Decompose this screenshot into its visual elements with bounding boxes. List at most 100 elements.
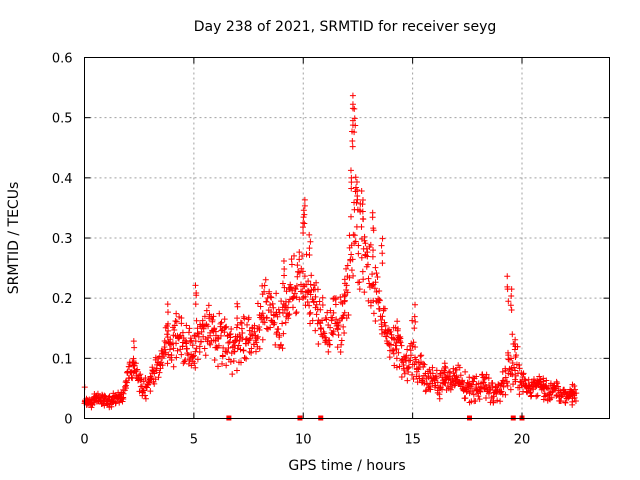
data-point bbox=[209, 318, 216, 325]
data-point bbox=[187, 335, 194, 342]
data-point bbox=[410, 339, 417, 346]
data-point bbox=[137, 371, 144, 378]
data-point bbox=[413, 356, 420, 363]
x-tick-label: 15 bbox=[404, 433, 421, 448]
data-point bbox=[355, 242, 362, 249]
data-point bbox=[379, 313, 386, 320]
data-point bbox=[390, 350, 397, 357]
data-point bbox=[193, 292, 200, 299]
data-point bbox=[313, 311, 320, 318]
data-point bbox=[183, 322, 190, 329]
data-point bbox=[548, 394, 555, 401]
data-point bbox=[309, 317, 316, 324]
data-point bbox=[512, 336, 519, 343]
data-point bbox=[324, 309, 331, 316]
chart-title: Day 238 of 2021, SRMTID for receiver sey… bbox=[194, 19, 497, 35]
data-point bbox=[231, 348, 238, 355]
data-point bbox=[541, 390, 548, 397]
data-point bbox=[307, 320, 314, 327]
data-point bbox=[530, 376, 537, 383]
data-point bbox=[272, 341, 279, 348]
data-point bbox=[273, 290, 280, 297]
data-point bbox=[165, 320, 172, 327]
data-point bbox=[182, 337, 189, 344]
data-point bbox=[361, 289, 368, 296]
data-point bbox=[164, 309, 171, 316]
data-point bbox=[382, 322, 389, 329]
data-point bbox=[573, 390, 580, 397]
data-point bbox=[394, 336, 401, 343]
data-point bbox=[273, 329, 280, 336]
data-point bbox=[457, 372, 464, 379]
data-point bbox=[294, 273, 301, 280]
data-point bbox=[308, 272, 315, 279]
data-point bbox=[289, 304, 296, 311]
data-point bbox=[348, 185, 355, 192]
data-point bbox=[256, 345, 263, 352]
data-point bbox=[304, 287, 311, 294]
data-point bbox=[233, 337, 240, 344]
data-point bbox=[267, 301, 274, 308]
data-point bbox=[233, 324, 240, 331]
data-point bbox=[300, 207, 307, 214]
data-point bbox=[334, 326, 341, 333]
data-point bbox=[164, 331, 171, 338]
data-point bbox=[347, 213, 354, 220]
data-point bbox=[458, 378, 465, 385]
data-point bbox=[411, 361, 418, 368]
data-point bbox=[221, 316, 228, 323]
data-point bbox=[549, 389, 556, 396]
data-point bbox=[507, 302, 514, 309]
data-point bbox=[572, 398, 579, 405]
data-point bbox=[307, 238, 314, 245]
data-point bbox=[359, 215, 366, 222]
data-point bbox=[286, 296, 293, 303]
data-point bbox=[108, 403, 115, 410]
data-point bbox=[476, 387, 483, 394]
data-point bbox=[179, 329, 186, 336]
data-point bbox=[369, 253, 376, 260]
data-point bbox=[338, 315, 345, 322]
data-point bbox=[211, 356, 218, 363]
data-point bbox=[327, 307, 334, 314]
data-point bbox=[240, 347, 247, 354]
data-point bbox=[373, 288, 380, 295]
data-point bbox=[305, 278, 312, 285]
data-point bbox=[390, 347, 397, 354]
data-point bbox=[313, 301, 320, 308]
data-point bbox=[229, 371, 236, 378]
data-point bbox=[512, 343, 519, 350]
data-point bbox=[156, 369, 163, 376]
y-tick-label: 0.1 bbox=[52, 352, 73, 367]
data-point bbox=[225, 339, 232, 346]
data-point bbox=[370, 310, 377, 317]
data-point bbox=[296, 249, 303, 256]
data-point bbox=[332, 295, 339, 302]
data-point bbox=[396, 363, 403, 370]
data-point bbox=[141, 392, 148, 399]
data-point bbox=[398, 342, 405, 349]
data-point bbox=[509, 371, 516, 378]
data-point bbox=[293, 309, 300, 316]
data-point bbox=[381, 329, 388, 336]
data-point bbox=[237, 319, 244, 326]
data-point bbox=[511, 346, 518, 353]
data-point bbox=[170, 363, 177, 370]
data-point bbox=[299, 288, 306, 295]
data-point bbox=[383, 333, 390, 340]
data-point bbox=[287, 281, 294, 288]
data-point bbox=[304, 298, 311, 305]
data-point bbox=[420, 360, 427, 367]
data-point bbox=[171, 322, 178, 329]
data-point bbox=[409, 371, 416, 378]
data-point bbox=[436, 395, 443, 402]
data-point bbox=[123, 385, 130, 392]
data-point bbox=[201, 313, 208, 320]
data-point bbox=[263, 314, 270, 321]
data-point bbox=[228, 326, 235, 332]
data-point bbox=[562, 399, 569, 406]
data-point bbox=[411, 313, 418, 320]
data-point bbox=[393, 340, 400, 347]
data-point bbox=[437, 370, 444, 377]
data-point bbox=[192, 364, 199, 371]
